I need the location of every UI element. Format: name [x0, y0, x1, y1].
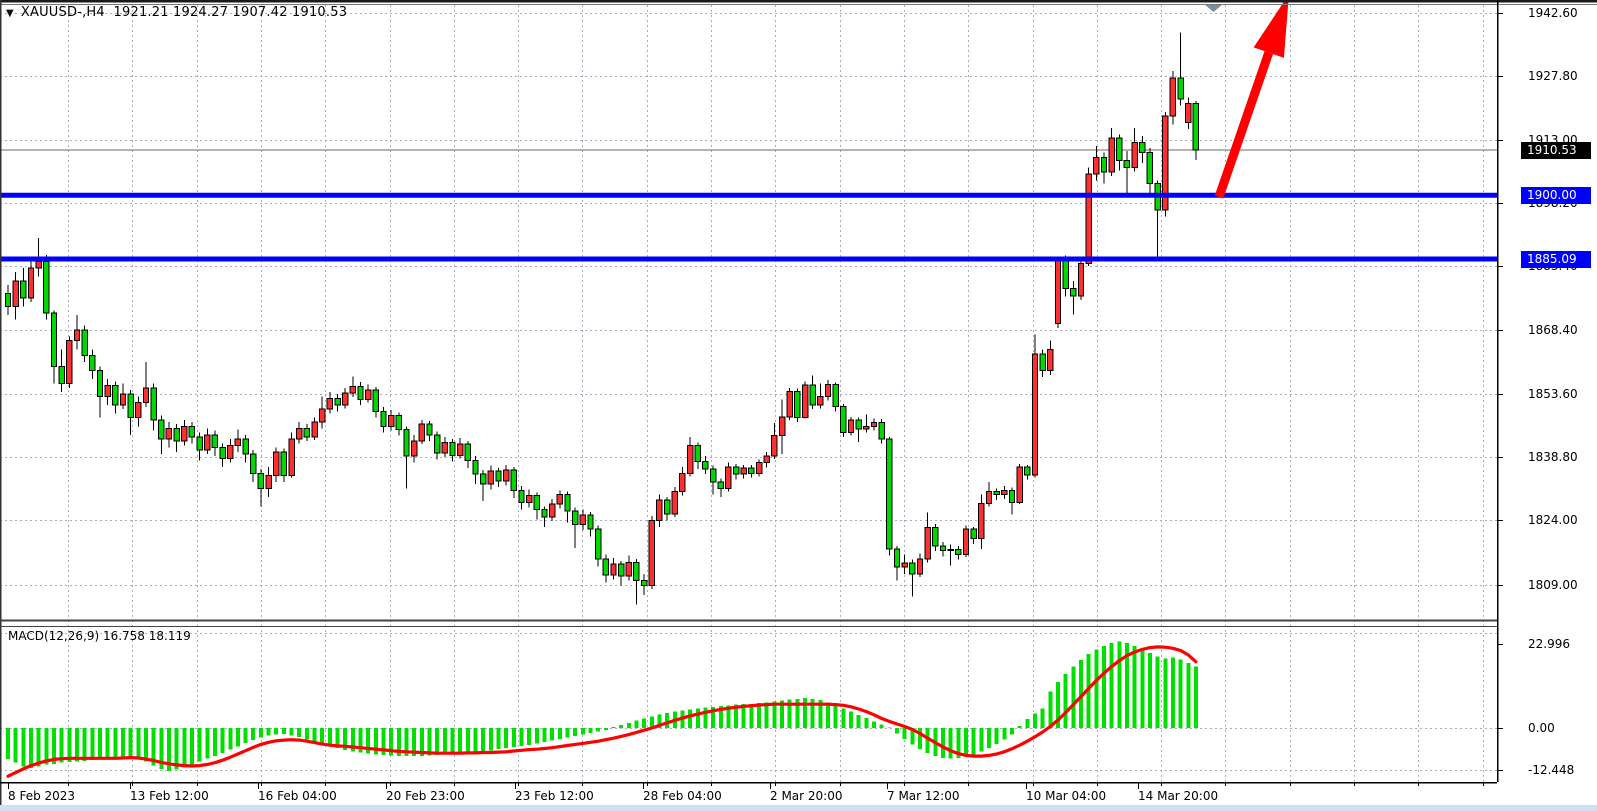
bullish-trend-arrow-shaft[interactable] — [1214, 51, 1274, 199]
time-axis-label: 16 Feb 04:00 — [258, 789, 337, 803]
macd-indicator-label: MACD(12,26,9) 16.758 18.119 — [8, 629, 191, 643]
time-axis-label: 23 Feb 12:00 — [515, 789, 594, 803]
time-axis-label: 13 Feb 12:00 — [130, 789, 209, 803]
symbol-dropdown-icon[interactable]: ▼ — [6, 8, 14, 19]
price-axis-label: 1868.40 — [1528, 323, 1578, 337]
bullish-trend-arrow-head[interactable] — [1253, 0, 1289, 58]
candlestick-series — [4, 32, 1200, 605]
price-axis-label: 1927.80 — [1528, 69, 1578, 83]
ohlc-readout: 1921.21 1924.27 1907.42 1910.53 — [113, 5, 348, 20]
time-axis-label: 20 Feb 23:00 — [386, 789, 465, 803]
chart-title: ▼ XAUUSD-,H4 1921.21 1924.27 1907.42 1910… — [6, 5, 347, 20]
current-price-tag: 1910.53 — [1521, 142, 1591, 159]
symbol-timeframe-label: XAUUSD-,H4 — [20, 5, 105, 20]
time-axis-label: 7 Mar 12:00 — [887, 789, 960, 803]
time-axis-label: 14 Mar 20:00 — [1138, 789, 1219, 803]
macd-axis-label: -12.448 — [1528, 763, 1575, 777]
time-axis-label: 8 Feb 2023 — [8, 789, 76, 803]
macd-axis-label: 0.00 — [1528, 721, 1555, 735]
time-axis-label: 2 Mar 20:00 — [770, 789, 843, 803]
price-axis-label: 1838.80 — [1528, 450, 1578, 464]
chart-shift-marker-icon[interactable] — [1204, 4, 1223, 12]
resistance-level-tag-1900[interactable]: 1900.00 — [1521, 187, 1591, 204]
macd-signal-line — [6, 645, 1198, 778]
price-axis-label: 1853.60 — [1528, 387, 1578, 401]
price-axis-label: 1824.00 — [1528, 513, 1578, 527]
price-axis-label: 1809.00 — [1528, 578, 1578, 592]
axis-ticks — [8, 13, 1503, 789]
price-axis-label: 1942.60 — [1528, 6, 1578, 20]
time-axis-label: 28 Feb 04:00 — [643, 789, 722, 803]
time-axis-label: 10 Mar 04:00 — [1026, 789, 1107, 803]
macd-indicator — [6, 641, 1198, 778]
support-level-tag-1885[interactable]: 1885.09 — [1521, 251, 1591, 268]
macd-axis-label: 22.996 — [1528, 637, 1570, 651]
